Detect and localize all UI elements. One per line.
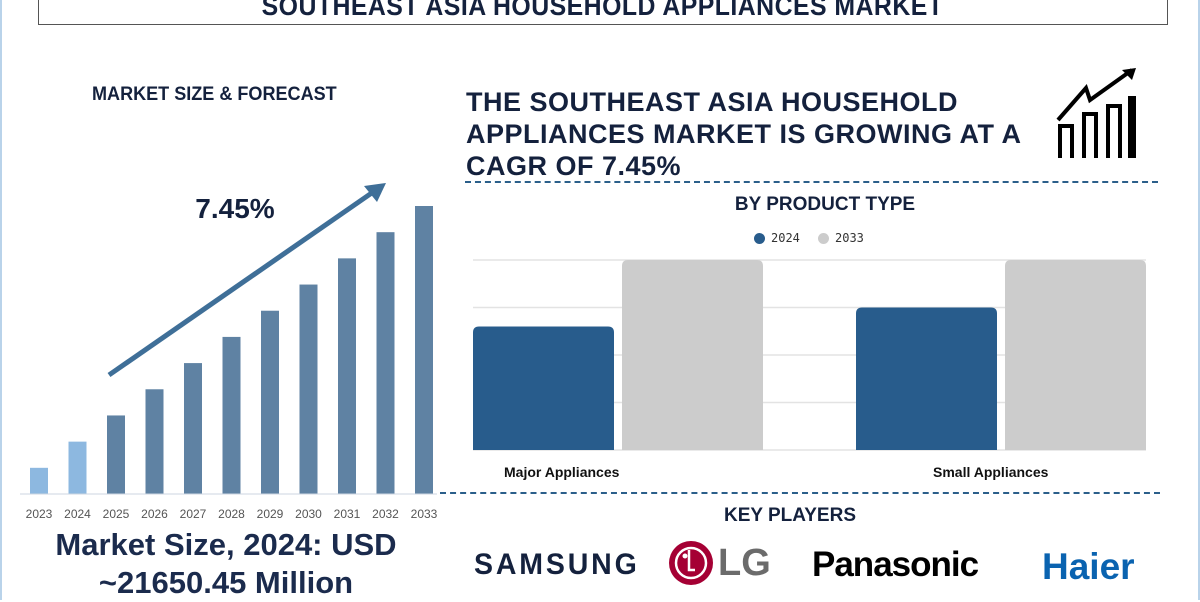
trend-arrowhead xyxy=(364,183,386,202)
bar-2033-small-appliances xyxy=(1005,260,1146,450)
bar-2030 xyxy=(299,284,318,494)
title-banner: SOUTHEAST ASIA HOUSEHOLD APPLIANCES MARK… xyxy=(38,0,1168,25)
category-label: Small Appliances xyxy=(933,464,1049,480)
bar-2023 xyxy=(30,467,48,494)
x-tick-label: 2027 xyxy=(180,507,207,521)
bar-2028 xyxy=(222,336,241,494)
divider xyxy=(440,492,1160,494)
market-size-line2: ~21650.45 Million xyxy=(98,565,354,600)
market-size-line1: Market Size, 2024: USD xyxy=(55,527,397,562)
x-tick-label: 2032 xyxy=(372,507,399,521)
lg-logo: LG xyxy=(718,542,771,584)
lg-logo-icon xyxy=(669,541,713,585)
x-tick-label: 2031 xyxy=(334,507,361,521)
left-border xyxy=(0,0,2,600)
growth-chart-icon xyxy=(1056,68,1136,158)
legend-dot-2024 xyxy=(754,232,765,244)
bar-2027 xyxy=(184,363,202,494)
panasonic-logo: Panasonic xyxy=(812,545,979,584)
bar-2025 xyxy=(107,415,125,494)
cagr-headline: THE SOUTHEAST ASIA HOUSEHOLD APPLIANCES … xyxy=(466,87,1021,181)
x-tick-label: 2033 xyxy=(411,507,438,521)
x-tick-label: 2023 xyxy=(26,507,53,521)
page-title: SOUTHEAST ASIA HOUSEHOLD APPLIANCES MARK… xyxy=(262,0,944,21)
bar-2024-small-appliances xyxy=(856,307,997,450)
legend-label: 2033 xyxy=(835,231,864,245)
bar-2033-major-appliances xyxy=(622,260,763,450)
haier-logo: Haier xyxy=(1042,546,1135,587)
legend-2024: 2024 xyxy=(754,231,800,245)
x-tick-label: 2030 xyxy=(295,507,322,521)
legend-label: 2024 xyxy=(771,231,800,245)
key-players-heading: KEY PLAYERS xyxy=(724,505,856,526)
bar-2026 xyxy=(145,389,164,494)
bar-2024-major-appliances xyxy=(473,326,614,450)
market-size-heading: MARKET SIZE & FORECAST xyxy=(92,84,337,105)
category-label: Major Appliances xyxy=(504,464,620,480)
x-tick-label: 2026 xyxy=(141,507,168,521)
market-size-text: Market Size, 2024: USD ~21650.45 Million xyxy=(36,526,416,602)
trend-arrow-icon xyxy=(107,187,378,378)
bar-2029 xyxy=(261,310,279,494)
bar-2033 xyxy=(415,206,433,494)
divider xyxy=(465,181,1158,183)
legend-2033: 2033 xyxy=(818,231,864,245)
bar-2024 xyxy=(68,441,87,494)
right-border xyxy=(1198,0,1200,600)
x-tick-label: 2028 xyxy=(218,507,245,521)
legend-dot-2033 xyxy=(818,232,829,244)
bar-2032 xyxy=(376,232,395,494)
x-tick-label: 2025 xyxy=(103,507,130,521)
product-type-title: BY PRODUCT TYPE xyxy=(734,194,916,215)
x-tick-label: 2029 xyxy=(257,507,284,521)
forecast-chart: 2023 2024 2025 2026 2027 2028 2029 2030 2031 2032… xyxy=(20,183,438,521)
product-type-chart xyxy=(473,259,1146,451)
bar-2031 xyxy=(338,258,356,494)
cagr-annotation: 7.45% xyxy=(195,193,274,224)
x-tick-label: 2024 xyxy=(64,507,91,521)
samsung-logo: SAMSUNG xyxy=(474,548,640,581)
